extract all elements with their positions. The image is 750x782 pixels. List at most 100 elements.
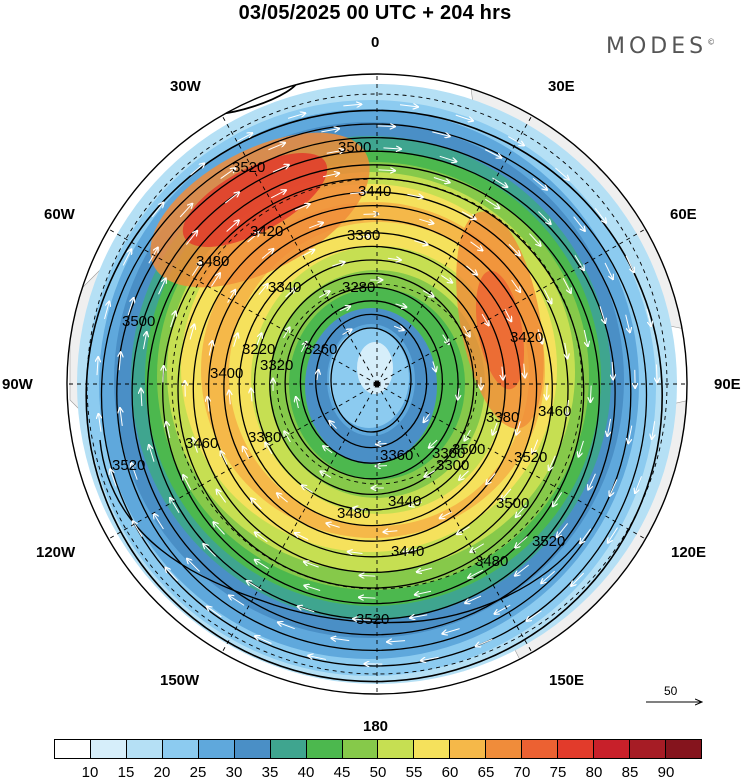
height-contour bbox=[131, 150, 616, 636]
wind-vector bbox=[213, 522, 225, 535]
colorbar-tick-label: 35 bbox=[261, 764, 279, 781]
wind-vector bbox=[395, 304, 407, 307]
wind-vector bbox=[141, 389, 142, 407]
wind-vector bbox=[353, 508, 367, 510]
wind-vector bbox=[516, 421, 521, 434]
wind-vector bbox=[421, 657, 439, 660]
contour-label: 3480 bbox=[337, 505, 370, 522]
height-contour bbox=[223, 232, 522, 542]
wind-vector bbox=[476, 638, 493, 646]
wind-vector bbox=[110, 469, 117, 487]
wind-vector bbox=[538, 211, 550, 224]
colorbar-swatch bbox=[665, 740, 701, 758]
wind-vector bbox=[433, 177, 450, 183]
wind-vector bbox=[308, 223, 323, 229]
height-contour bbox=[330, 327, 412, 433]
wind-vector bbox=[501, 488, 512, 500]
wind-vector bbox=[122, 249, 131, 266]
wind-vector bbox=[594, 208, 606, 222]
wind-vector bbox=[571, 572, 585, 586]
wind-vector bbox=[635, 476, 642, 493]
contour-label: 3440 bbox=[358, 183, 391, 200]
wind-vector bbox=[455, 114, 473, 121]
colorbar-swatch bbox=[55, 740, 91, 758]
wind-vector bbox=[610, 479, 618, 495]
wind-vector bbox=[353, 619, 371, 620]
height-contour bbox=[85, 109, 664, 683]
wind-vector bbox=[203, 544, 216, 557]
contour-label: 3520 bbox=[514, 449, 547, 466]
right-arrow-icon bbox=[646, 680, 706, 710]
colorbar-swatch bbox=[126, 740, 163, 758]
wind-vector bbox=[383, 148, 400, 149]
wind-vector bbox=[574, 254, 584, 270]
contour-label: 3420 bbox=[510, 329, 543, 346]
wind-vector bbox=[149, 445, 155, 462]
wind-vector bbox=[504, 308, 511, 321]
wind-vector bbox=[628, 425, 633, 444]
north-pole-marker bbox=[374, 381, 380, 387]
wind-vector bbox=[185, 231, 197, 245]
contour-label: 3440 bbox=[391, 543, 424, 560]
wind-vector bbox=[120, 408, 122, 426]
contour-label: 3500 bbox=[452, 441, 485, 458]
wind-vector bbox=[226, 220, 239, 232]
wind-vector bbox=[415, 590, 432, 595]
wind-vector bbox=[251, 498, 262, 510]
wind-vector bbox=[165, 568, 179, 582]
wind-vector bbox=[356, 236, 371, 237]
wind-vector bbox=[573, 216, 585, 231]
colorbar-tick-label: 15 bbox=[117, 764, 135, 781]
wind-vector bbox=[562, 277, 571, 293]
wind-vector bbox=[441, 275, 452, 282]
wind-vector bbox=[557, 523, 569, 537]
colorbar-swatch bbox=[198, 740, 235, 758]
brand-logo: MODES© bbox=[606, 34, 716, 59]
wind-vector bbox=[580, 528, 592, 544]
wind-vector bbox=[285, 288, 295, 298]
wind-vector bbox=[224, 192, 239, 204]
wind-vector bbox=[229, 595, 245, 606]
wind-vector bbox=[537, 329, 542, 343]
colorbar-tick-label: 30 bbox=[225, 764, 243, 781]
wind-vector bbox=[608, 527, 618, 543]
wind-vector bbox=[492, 177, 507, 187]
wind-vector bbox=[529, 233, 540, 246]
wind-vector bbox=[326, 150, 344, 153]
contour-label: 3340 bbox=[268, 279, 301, 296]
wind-vector bbox=[284, 431, 291, 443]
wind-vector bbox=[508, 243, 520, 255]
wind-vector bbox=[511, 279, 521, 292]
wind-vector bbox=[532, 439, 539, 454]
wind-vector bbox=[440, 511, 453, 518]
wind-vector bbox=[211, 273, 220, 287]
contour-label: 3440 bbox=[388, 493, 421, 510]
wind-vector bbox=[410, 615, 428, 618]
wind-vector bbox=[417, 567, 433, 572]
map-boundary bbox=[66, 73, 688, 695]
wind-vector bbox=[588, 473, 596, 490]
lon-label-30w: 30W bbox=[170, 78, 201, 95]
contour-label: 3380 bbox=[248, 429, 281, 446]
colorbar-tick-label: 75 bbox=[549, 764, 567, 781]
wind-vector bbox=[295, 533, 309, 541]
wind-vector bbox=[464, 429, 471, 441]
wind-vector bbox=[360, 575, 376, 576]
colorbar-swatch bbox=[342, 740, 379, 758]
contour-label: 3300 bbox=[436, 457, 469, 474]
wind-vector bbox=[502, 366, 503, 380]
chart-title: 03/05/2025 00 UTC + 204 hrs bbox=[238, 2, 512, 24]
wind-vector bbox=[407, 194, 422, 197]
wind-vector bbox=[170, 498, 180, 514]
colorbar-swatch bbox=[378, 740, 415, 758]
wind-vector bbox=[283, 327, 290, 339]
wind-vector bbox=[170, 311, 176, 328]
wind-vector bbox=[251, 388, 252, 402]
wind-vector bbox=[625, 255, 634, 272]
colorbar-swatch bbox=[558, 740, 595, 758]
wind-vector bbox=[524, 363, 525, 378]
low-center-fill bbox=[357, 342, 393, 394]
wind-vector bbox=[217, 490, 227, 503]
wind-vector bbox=[485, 198, 499, 208]
wind-vector bbox=[612, 361, 613, 379]
